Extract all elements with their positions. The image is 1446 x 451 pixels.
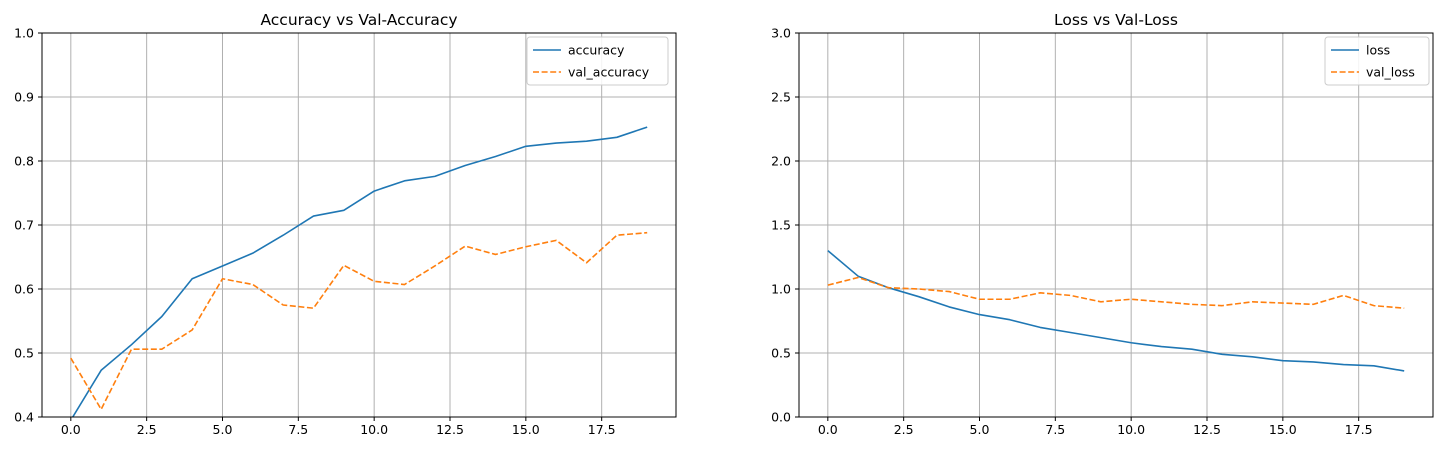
y-tick-label: 0.5 — [14, 346, 34, 361]
x-tick-label: 12.5 — [436, 422, 464, 437]
x-tick-label: 12.5 — [1193, 422, 1221, 437]
x-tick-label: 15.0 — [512, 422, 540, 437]
y-tick-label: 0.4 — [14, 410, 34, 425]
x-tick-label: 2.5 — [137, 422, 157, 437]
series-line-val-accuracy — [70, 231, 648, 411]
chart-title: Accuracy vs Val-Accuracy — [260, 11, 457, 29]
y-tick-label: 0.9 — [14, 90, 34, 105]
x-tick-label: 2.5 — [894, 422, 914, 437]
y-tick-label: 0.8 — [14, 154, 34, 169]
y-tick-label: 0.6 — [14, 282, 34, 297]
x-tick-label: 5.0 — [970, 422, 990, 437]
x-tick-label: 10.0 — [1117, 422, 1145, 437]
y-tick-label: 3.0 — [771, 26, 791, 41]
accuracy-chart: Accuracy vs Val-Accuracy 0.0 2.5 5.0 7.5 10.0… — [14, 11, 677, 437]
x-tick-label: 17.5 — [1345, 422, 1373, 437]
x-tick-label: 7.5 — [288, 422, 308, 437]
x-tick-label: 17.5 — [588, 422, 616, 437]
x-tick-label: 15.0 — [1269, 422, 1297, 437]
y-tick-label: 2.5 — [771, 90, 791, 105]
legend-label-loss: loss — [1366, 43, 1390, 58]
y-tick-label: 2.0 — [771, 154, 791, 169]
x-tick-label: 5.0 — [213, 422, 233, 437]
series-line-val-loss — [827, 276, 1405, 309]
y-tick-label: 0.7 — [14, 218, 34, 233]
x-tick-label: 0.0 — [818, 422, 838, 437]
y-tick-label: 0.0 — [771, 410, 791, 425]
legend-label-accuracy: accuracy — [568, 43, 625, 58]
legend-label-val-loss: val_loss — [1366, 65, 1415, 80]
legend-label-val-accuracy: val_accuracy — [568, 65, 650, 80]
chart-title: Loss vs Val-Loss — [1054, 11, 1178, 29]
legend-box — [1324, 36, 1430, 86]
series-line-loss — [827, 249, 1405, 372]
series-line-accuracy — [71, 126, 648, 417]
legend: accuracy val_accuracy — [526, 36, 669, 86]
x-tick-label: 10.0 — [360, 422, 388, 437]
y-tick-label: 1.0 — [771, 282, 791, 297]
legend: loss val_loss — [1324, 36, 1430, 86]
y-tick-label: 1.0 — [14, 26, 34, 41]
loss-chart: Loss vs Val-Loss 0.0 2.5 5.0 7.5 10.0 12.5 15.0… — [771, 11, 1434, 437]
x-tick-label: 0.0 — [61, 422, 81, 437]
y-tick-label: 1.5 — [771, 218, 791, 233]
x-tick-label: 7.5 — [1045, 422, 1065, 437]
y-tick-label: 0.5 — [771, 346, 791, 361]
legend-box — [526, 36, 669, 86]
